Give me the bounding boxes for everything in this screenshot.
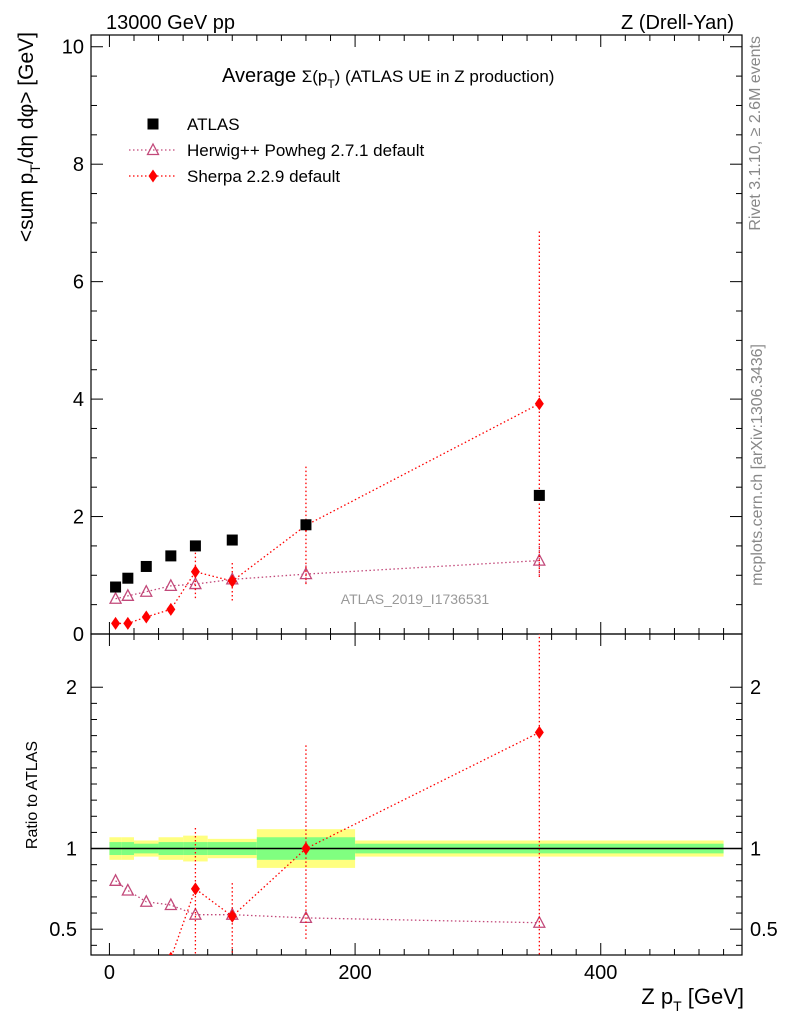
y-tick-label: 2 [66, 677, 77, 699]
main-title-pre: Average [222, 65, 302, 87]
y-tick-label: 6 [73, 272, 84, 294]
data-point [168, 951, 174, 955]
xlabel-b: [GeV] [682, 984, 744, 1009]
legend: ATLAS Herwig++ Powheg 2.7.1 default Sherpa… [129, 115, 424, 186]
data-point [534, 397, 544, 411]
main-ylabel-sub: T [27, 164, 43, 173]
main-title-sigma: Σ(p [302, 67, 328, 86]
data-point [532, 553, 546, 566]
ratio-ylabel: Ratio to ATLAS [24, 741, 41, 849]
x-tick-label: 400 [584, 962, 617, 984]
data-point [188, 576, 202, 590]
main-title-sub: T [327, 77, 335, 91]
y-tick-label: 0 [73, 624, 84, 646]
y-tick-label-right: 1 [750, 839, 761, 861]
series-line [115, 403, 540, 625]
series-line [171, 731, 540, 955]
data-point [164, 578, 178, 591]
header-energy-label: 13000 GeV pp [106, 12, 235, 34]
x-tick-label: 200 [338, 962, 371, 984]
data-point [227, 909, 237, 923]
series-line [115, 559, 540, 600]
data-point [121, 883, 135, 896]
y-tick-label: 1 [66, 839, 77, 861]
legend-label: ATLAS [187, 115, 240, 134]
series-0 [108, 873, 546, 928]
data-point [122, 572, 134, 584]
main-axes: 0 2 4 6 8 10 [62, 34, 743, 646]
data-point [165, 550, 177, 562]
legend-marker [147, 118, 159, 130]
axes-frame [90, 633, 743, 956]
data-point [108, 873, 123, 886]
xlabel-a: Z p [641, 984, 673, 1009]
data-point [166, 602, 176, 616]
data-point [189, 540, 201, 552]
data-point [534, 725, 544, 739]
data-point [121, 588, 135, 601]
y-tick-label: 10 [62, 37, 84, 59]
data-point [123, 973, 132, 986]
ratio-series [108, 634, 546, 986]
y-tick-label-right: 0.5 [750, 919, 778, 941]
legend-label: Herwig++ Powheg 2.7.1 default [187, 141, 424, 160]
data-point [110, 581, 122, 593]
data-point [142, 963, 151, 976]
y-tick-label: 4 [73, 389, 84, 411]
main-ylabel-a: <sum p [15, 173, 38, 242]
data-point [533, 489, 545, 501]
data-point [111, 616, 121, 630]
series-line [115, 880, 540, 924]
series-0 [110, 489, 545, 593]
data-point [164, 897, 178, 911]
main-ylabel-b: /dη dφ> [GeV] [15, 32, 38, 164]
ratio-xlabel: Z pT [GeV] [641, 984, 744, 1014]
data-point [139, 584, 153, 597]
data-point [190, 882, 200, 896]
data-point [227, 574, 237, 588]
data-point [190, 565, 200, 579]
ratio-axes: 0 200 400 0.5 0.5 1 1 2 2 [49, 633, 778, 984]
y-tick-label: 0.5 [49, 919, 77, 941]
data-point [140, 560, 152, 572]
data-point [123, 616, 133, 630]
xlabel-sub: T [673, 998, 682, 1014]
series-2 [111, 230, 544, 630]
legend-marker [148, 169, 158, 183]
mcplots-label: mcplots.cern.ch [arXiv:1306.3436] [749, 344, 766, 586]
x-tick-label: 0 [104, 962, 115, 984]
data-point [139, 894, 153, 907]
data-point [108, 591, 123, 604]
legend-marker [146, 142, 160, 156]
y-tick-label-right: 2 [750, 677, 761, 699]
y-tick-label: 8 [73, 154, 84, 176]
rivet-version-label: Rivet 3.1.10, ≥ 2.6M events [747, 36, 764, 231]
main-ylabel: <sum pT/dη dφ> [GeV] [15, 32, 43, 242]
data-point [141, 610, 151, 624]
main-title-post: ) (ATLAS UE in Z production) [335, 67, 555, 86]
series-1 [123, 634, 544, 986]
data-point [188, 907, 202, 920]
header-process-label: Z (Drell-Yan) [621, 12, 734, 34]
data-point [301, 842, 311, 856]
analysis-id-label: ATLAS_2019_I1736531 [341, 591, 490, 607]
main-title: Average Σ(pT) (ATLAS UE in Z production) [222, 65, 554, 91]
data-point [226, 534, 238, 546]
y-tick-label: 2 [73, 507, 84, 529]
data-point [532, 915, 546, 928]
main-series [108, 230, 546, 630]
data-point [300, 519, 312, 531]
legend-label: Sherpa 2.2.9 default [187, 167, 340, 186]
